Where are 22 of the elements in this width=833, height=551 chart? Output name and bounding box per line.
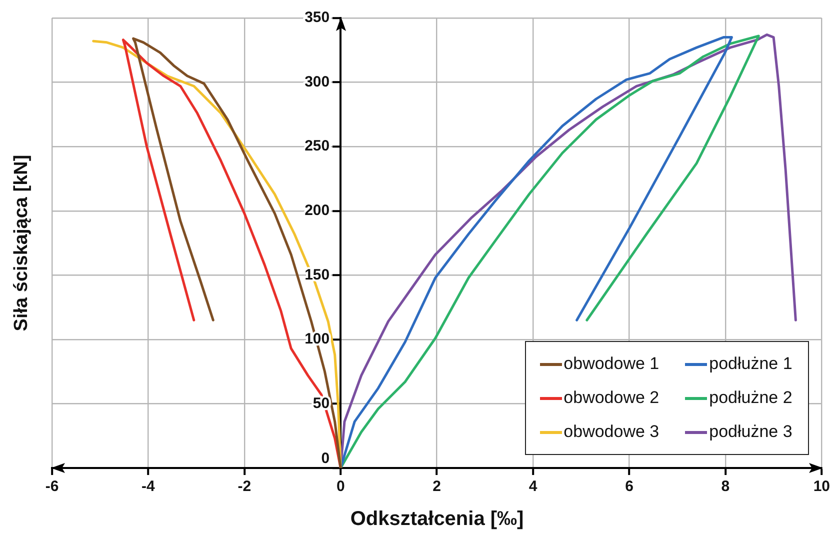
y-tick-label: 200	[304, 202, 330, 219]
legend-label: obwodowe 2	[564, 388, 660, 408]
x-tick-label: -4	[142, 478, 156, 496]
x-tick-label: -6	[45, 478, 59, 496]
x-axis-title: Odkształcenia [‰]	[350, 508, 524, 531]
legend-label: obwodowe 1	[564, 354, 660, 374]
x-tick-label: 6	[625, 478, 634, 496]
x-tick-label: 4	[528, 478, 538, 496]
legend-label: podłużne 2	[709, 388, 792, 408]
y-axis-title: Siła ściskająca [kN]	[11, 154, 34, 332]
x-tick-label: 8	[721, 478, 730, 496]
x-tick-label: 10	[813, 478, 830, 496]
y-tick-label: 0	[321, 450, 330, 468]
y-tick-label: 350	[304, 9, 330, 26]
x-tick-label: -2	[238, 478, 252, 496]
x-tick-label: 2	[432, 478, 441, 496]
legend-label: podłużne 1	[709, 354, 792, 374]
y-tick-label: 250	[304, 138, 330, 155]
x-tick-label: 0	[336, 478, 345, 496]
legend-label: obwodowe 3	[564, 422, 660, 442]
y-tick-label: 300	[304, 73, 330, 90]
legend-label: podłużne 3	[709, 422, 792, 442]
